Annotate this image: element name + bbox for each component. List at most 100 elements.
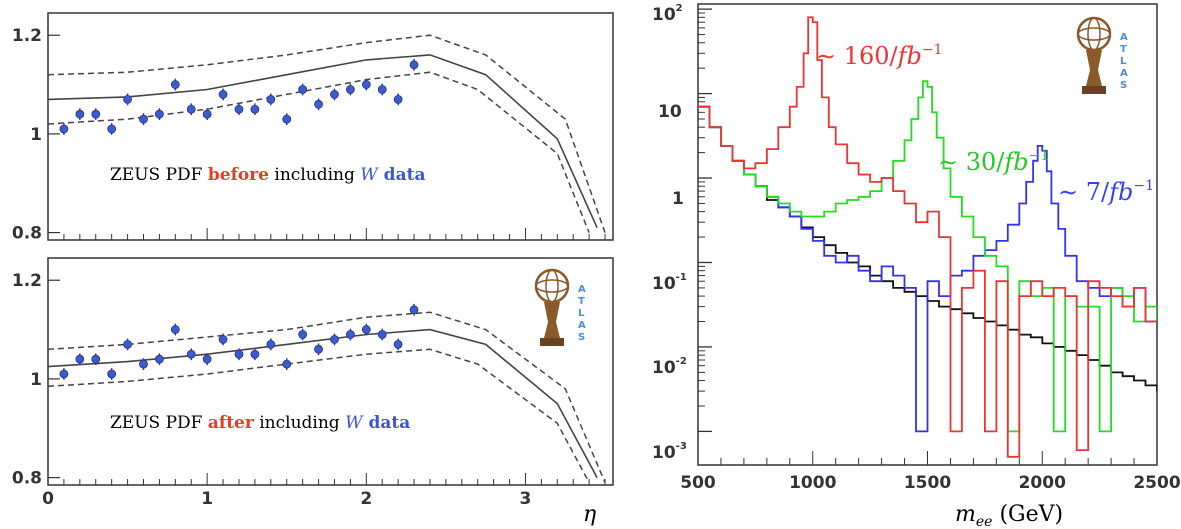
atlas-logo: A T L A S [534,268,586,346]
data-points [59,303,419,380]
data-point [377,330,387,339]
data-point [409,60,419,70]
upper-uncertainty-band [48,34,606,233]
data-point [123,94,132,104]
data-point [314,344,323,354]
svg-text:A: A [578,284,586,295]
y-tick-label: 1.2 [12,26,42,46]
upper-uncertainty-band [48,311,606,483]
data-point [170,80,180,89]
data-point [266,339,276,349]
x-axis: 0 1 2 3 [42,473,606,509]
svg-text:A: A [1120,68,1128,79]
data-point [155,354,164,364]
data-point [218,335,228,344]
globe-icon [1076,16,1112,52]
histogram-series [698,16,1157,458]
data-point [75,109,85,119]
data-points [59,58,419,135]
data-point [298,330,308,339]
y-tick-label: 1 [30,370,42,390]
series-label-7: ∼ 7/fb−1 [1058,178,1154,206]
y-tick-label: 1 [30,125,42,145]
y-tick-label: 0.8 [12,469,42,489]
data-point [155,109,164,119]
data-point [202,109,212,119]
data-point [186,104,196,114]
data-point [250,104,260,114]
data-point [409,305,419,315]
svg-text:A: A [1120,32,1128,43]
data-point [107,124,117,134]
data-point [202,354,212,364]
plot-frame [47,257,614,486]
globe-icon [534,268,570,304]
x-tick-label: 2000 [1019,473,1066,493]
lower-uncertainty-band [48,348,590,483]
x-axis-label: mee (GeV) [955,502,1063,529]
data-point [123,339,132,349]
y-axis: 0.8 1 1.2 [12,271,60,489]
svg-text:L: L [1120,56,1127,67]
y-tick-label: 1.2 [12,271,42,291]
data-point [250,349,260,359]
panel-annotation: ZEUS PDF after including W data [110,413,410,433]
data-point [314,99,323,109]
svg-text:A: A [578,320,586,331]
data-point [91,354,101,364]
data-point [75,354,85,364]
central-prediction-curve [48,328,598,478]
y-tick-label: 10-1 [652,272,687,294]
svg-text:S: S [1120,80,1127,91]
central-prediction-curve [48,54,598,229]
series-label-160: ∼ 160/fb−1 [816,42,943,70]
x-axis-ticks [47,228,606,240]
x-tick-label: 1000 [789,473,836,493]
data-point [107,369,117,379]
y-axis: 102 10 1 10-1 10-2 10-3 [652,3,712,463]
data-point [393,339,403,349]
x-tick-label: 2500 [1133,473,1180,493]
data-point [186,349,196,359]
data-point [345,330,355,339]
atlas-logo: A T L A S [1076,16,1128,94]
y-tick-label: 1 [672,189,684,209]
y-tick-label: 10-2 [652,356,687,378]
svg-text:T: T [578,296,585,307]
series-line--160-fb- [698,16,1157,458]
data-point [139,114,148,124]
x-tick-label: 2 [360,489,372,509]
svg-text:T: T [1120,44,1127,55]
y-tick-label: 10-3 [652,441,687,463]
x-tick-label: 500 [680,473,716,493]
data-point [234,104,244,114]
data-point [59,369,69,379]
data-point [218,90,228,99]
data-point [91,109,101,119]
data-point [298,85,308,94]
data-point [59,124,69,134]
data-point [282,114,292,124]
svg-text:S: S [578,332,585,343]
ratio-panel-before: 0.8 1 1.2 ZEUS PDF before including W data [12,12,614,244]
data-point [393,94,403,104]
x-tick-label: 3 [520,489,532,509]
series-label-30: ∼ 30/fb−1 [938,148,1049,176]
data-point [170,325,180,334]
data-point [361,325,371,334]
plot-frame [47,12,614,241]
data-point [234,349,244,359]
y-tick-label: 10 [658,102,682,122]
x-axis: 500 1000 1500 2000 2500 [680,451,1181,493]
data-point [139,359,148,369]
panel-annotation: ZEUS PDF before including W data [110,165,425,185]
data-point [330,335,339,344]
x-tick-label: 1500 [904,473,951,493]
y-axis: 0.8 1 1.2 [12,26,60,244]
data-point [377,85,387,94]
data-point [361,80,371,89]
ratio-panel-after: 0.8 1 1.2 0 1 2 3 ZEUS PDF after including W … [12,257,614,527]
svg-text:L: L [578,308,585,319]
data-point [266,94,276,104]
